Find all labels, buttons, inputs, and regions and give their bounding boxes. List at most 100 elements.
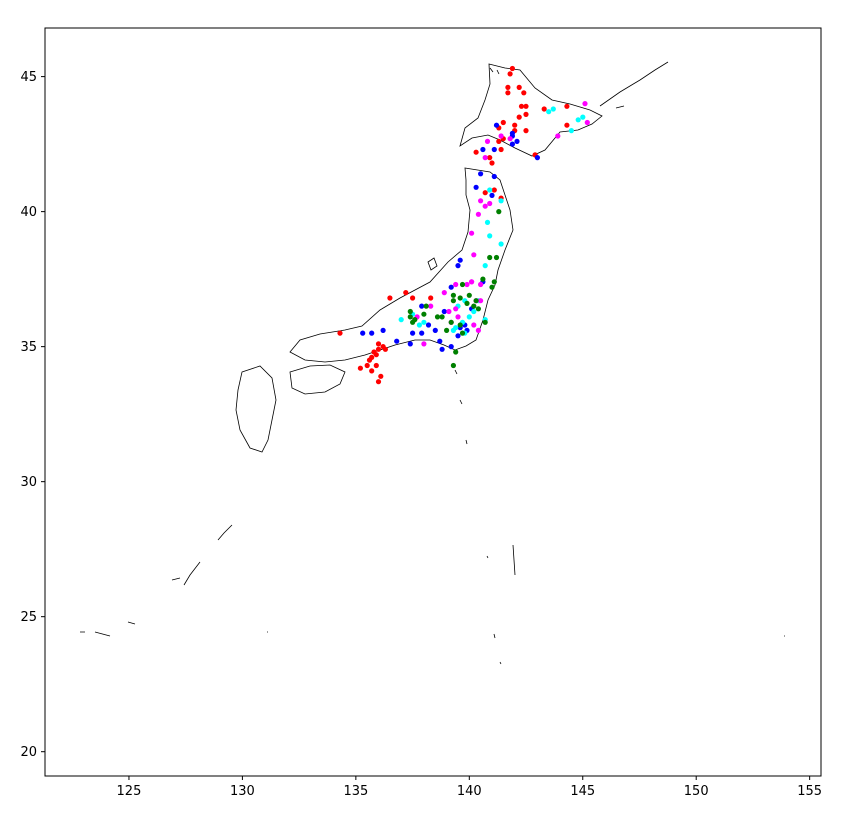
data-point-s4-22	[457, 322, 463, 328]
axes-frame	[44, 27, 822, 777]
data-point-s4-10	[450, 292, 456, 298]
data-point-s3-18	[428, 303, 434, 309]
data-point-s3-7	[478, 198, 484, 204]
izu-islands-outline	[454, 369, 468, 445]
data-point-s2-5	[487, 187, 493, 193]
data-point-s3-1	[584, 119, 590, 126]
data-point-s1-21	[432, 327, 438, 333]
sado-outline	[427, 257, 438, 271]
data-point-s1-19	[410, 330, 416, 336]
data-point-s0-2	[516, 84, 522, 90]
x-tick-label: 125	[117, 784, 142, 799]
data-point-s1-28	[425, 322, 432, 328]
data-point-s0-28	[387, 295, 393, 301]
data-point-s4-3	[491, 279, 497, 285]
plot-area	[80, 61, 785, 665]
y-tick-label: 40	[20, 205, 37, 220]
data-point-s0-25	[482, 190, 488, 196]
data-point-s4-27	[475, 306, 481, 312]
data-point-s0-26	[491, 187, 497, 193]
y-tick-label: 45	[20, 70, 37, 85]
shikoku-outline	[289, 364, 346, 395]
data-point-s0-4	[505, 90, 511, 96]
data-point-s1-8	[478, 171, 484, 177]
data-point-s4-12	[464, 300, 470, 306]
data-point-s3-12	[471, 252, 477, 258]
data-point-s0-38	[375, 341, 382, 347]
scatter-points	[337, 65, 590, 385]
x-tick-label: 155	[797, 784, 822, 799]
data-point-s1-14	[360, 330, 366, 336]
data-point-s0-24	[489, 160, 495, 166]
kuril-islands-outline	[599, 61, 669, 109]
data-point-s3-6	[482, 155, 488, 161]
data-point-s0-1	[507, 71, 513, 77]
ryukyu-islands-outline	[80, 524, 233, 637]
data-point-s0-11	[512, 122, 518, 128]
data-point-s0-34	[364, 362, 370, 369]
data-point-s3-24	[421, 341, 427, 347]
data-point-s1-20	[419, 330, 425, 336]
data-point-s3-17	[441, 290, 447, 296]
data-point-s0-45	[375, 379, 382, 385]
data-point-s1-22	[437, 338, 443, 344]
data-point-s1-0	[493, 122, 500, 128]
data-point-s2-3	[580, 114, 586, 120]
data-point-s1-13	[455, 263, 461, 269]
data-point-s1-15	[380, 327, 386, 333]
data-point-s3-27	[478, 298, 484, 304]
data-point-s4-7	[471, 303, 477, 309]
data-point-s1-4	[480, 146, 486, 153]
data-point-s0-7	[523, 103, 529, 109]
data-point-s4-6	[473, 298, 479, 304]
data-point-s0-3	[521, 90, 527, 96]
data-point-s2-8	[487, 233, 493, 239]
data-point-s0-41	[366, 357, 373, 363]
data-point-s4-4	[489, 284, 495, 290]
data-point-s4-14	[421, 311, 427, 317]
data-point-s0-10	[500, 119, 506, 126]
data-point-s0-0	[509, 65, 515, 72]
data-point-s1-17	[394, 338, 400, 344]
data-point-s3-0	[582, 101, 588, 107]
y-tick-label: 25	[20, 610, 37, 625]
data-point-s3-14	[478, 281, 484, 288]
data-point-s1-6	[534, 155, 541, 161]
hokkaido-outline	[459, 63, 603, 157]
data-point-s1-29	[448, 284, 454, 290]
data-point-s4-23	[459, 330, 466, 336]
japan-coastline	[80, 61, 785, 665]
data-point-s3-2	[555, 133, 561, 139]
data-point-s2-21	[466, 314, 472, 320]
data-point-s1-3	[509, 141, 515, 147]
data-point-s1-11	[473, 184, 479, 190]
data-point-s0-19	[564, 103, 570, 109]
y-axis: 20 25 30 35 40 45	[20, 70, 45, 760]
data-point-s1-10	[489, 192, 495, 198]
data-point-s0-42	[373, 362, 379, 369]
rebun-rishiri-outline	[489, 67, 500, 75]
data-point-s1-23	[439, 346, 445, 352]
data-point-s0-21	[564, 122, 570, 128]
data-point-s0-29	[403, 290, 409, 296]
data-point-s0-9	[516, 114, 522, 120]
data-point-s0-5	[505, 84, 511, 90]
data-point-s0-22	[473, 149, 479, 155]
data-point-s3-11	[469, 230, 475, 236]
data-point-s1-16	[369, 330, 375, 336]
data-point-s0-13	[523, 128, 529, 134]
data-point-s3-21	[455, 314, 461, 320]
data-point-s0-46	[373, 352, 379, 358]
x-axis: 125 130 135 140 145 150 155	[117, 776, 822, 799]
data-point-s0-44	[378, 373, 384, 379]
data-point-s0-37	[375, 346, 382, 352]
y-tick-label: 35	[20, 340, 37, 355]
data-point-s4-19	[423, 303, 429, 309]
data-point-s4-18	[412, 317, 418, 323]
data-point-s2-1	[550, 106, 556, 112]
data-point-s1-33	[441, 308, 447, 315]
ogasawara-outline	[267, 544, 785, 665]
data-point-s3-16	[453, 281, 459, 288]
